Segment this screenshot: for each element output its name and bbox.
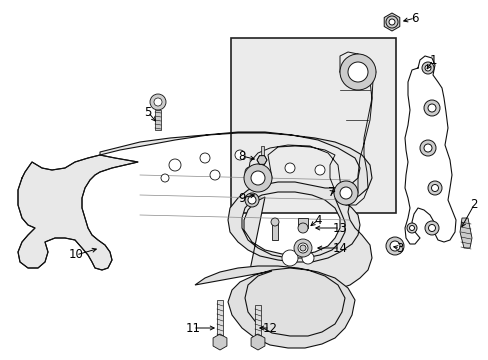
Polygon shape: [459, 218, 471, 248]
Text: 2: 2: [469, 198, 477, 211]
Polygon shape: [260, 146, 263, 160]
Circle shape: [388, 19, 394, 25]
Circle shape: [302, 252, 313, 264]
Text: 4: 4: [314, 213, 321, 226]
Circle shape: [339, 54, 375, 90]
Polygon shape: [155, 110, 161, 130]
Polygon shape: [213, 334, 226, 350]
Circle shape: [347, 62, 367, 82]
Circle shape: [244, 193, 259, 207]
Text: 13: 13: [332, 221, 347, 234]
Circle shape: [244, 167, 254, 177]
Circle shape: [154, 98, 162, 106]
Polygon shape: [217, 300, 223, 342]
Circle shape: [270, 218, 279, 226]
Circle shape: [209, 170, 220, 180]
Text: 7: 7: [327, 185, 335, 198]
Circle shape: [235, 150, 244, 160]
Circle shape: [169, 159, 181, 171]
Text: 14: 14: [332, 242, 347, 255]
Text: 1: 1: [428, 54, 436, 67]
Circle shape: [250, 171, 264, 185]
Circle shape: [430, 184, 438, 192]
Circle shape: [389, 241, 399, 251]
Text: 9: 9: [238, 192, 245, 204]
Polygon shape: [257, 156, 266, 164]
Circle shape: [333, 181, 357, 205]
Circle shape: [419, 140, 435, 156]
Circle shape: [299, 245, 305, 251]
Text: 8: 8: [238, 149, 245, 162]
Circle shape: [424, 221, 438, 235]
Circle shape: [423, 144, 431, 152]
Circle shape: [421, 62, 433, 74]
Circle shape: [408, 225, 414, 230]
Circle shape: [385, 237, 403, 255]
Text: 5: 5: [144, 105, 151, 118]
Text: 12: 12: [262, 321, 277, 334]
Circle shape: [293, 239, 311, 257]
Circle shape: [423, 100, 439, 116]
Circle shape: [247, 196, 256, 204]
Circle shape: [424, 65, 430, 71]
Circle shape: [244, 164, 271, 192]
Polygon shape: [254, 305, 261, 342]
Circle shape: [427, 225, 435, 231]
Polygon shape: [297, 218, 307, 228]
Circle shape: [339, 187, 351, 199]
Circle shape: [314, 165, 325, 175]
Polygon shape: [271, 222, 278, 240]
Circle shape: [150, 94, 165, 110]
Circle shape: [427, 181, 441, 195]
Circle shape: [406, 223, 416, 233]
Circle shape: [427, 104, 435, 112]
Text: 11: 11: [185, 321, 200, 334]
Circle shape: [285, 163, 294, 173]
Text: 6: 6: [410, 12, 418, 24]
Polygon shape: [250, 334, 264, 350]
Polygon shape: [100, 132, 371, 292]
Circle shape: [161, 174, 169, 182]
Text: 10: 10: [68, 248, 83, 261]
Text: 3: 3: [395, 242, 403, 255]
Circle shape: [385, 16, 397, 28]
Polygon shape: [195, 266, 354, 348]
Circle shape: [297, 223, 307, 233]
Circle shape: [282, 250, 297, 266]
Circle shape: [297, 243, 307, 253]
Polygon shape: [18, 155, 138, 270]
Polygon shape: [384, 13, 399, 31]
Circle shape: [200, 153, 209, 163]
Bar: [230, 38, 395, 213]
